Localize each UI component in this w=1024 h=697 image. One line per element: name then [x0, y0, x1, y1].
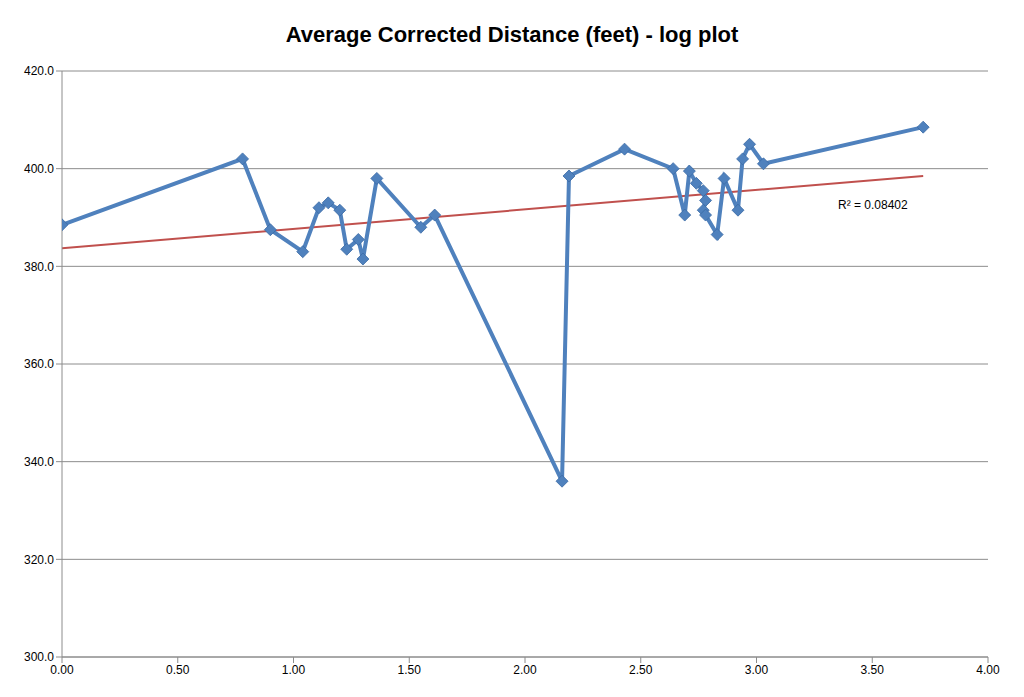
svg-text:3.00: 3.00 — [745, 663, 769, 677]
svg-text:320.0: 320.0 — [24, 553, 54, 567]
svg-text:400.0: 400.0 — [24, 162, 54, 176]
svg-text:0.00: 0.00 — [50, 663, 74, 677]
html-text:Average Corrected Distance (fe: Average Corrected Distance (feet) - log … — [285, 22, 739, 47]
svg-text:380.0: 380.0 — [24, 260, 54, 274]
svg-text:2.00: 2.00 — [513, 663, 537, 677]
svg-text:300.0: 300.0 — [24, 650, 54, 664]
svg-text:4.00: 4.00 — [976, 663, 1000, 677]
svg-text:360.0: 360.0 — [24, 357, 54, 371]
svg-text:340.0: 340.0 — [24, 455, 54, 469]
svg-text:1.00: 1.00 — [282, 663, 306, 677]
svg-text:3.50: 3.50 — [861, 663, 885, 677]
svg-text:0.50: 0.50 — [166, 663, 190, 677]
html-text:R² = 0.08402: R² = 0.08402 — [838, 198, 908, 212]
svg-text:2.50: 2.50 — [629, 663, 653, 677]
svg-text:420.0: 420.0 — [24, 64, 54, 78]
svg-text:1.50: 1.50 — [398, 663, 422, 677]
